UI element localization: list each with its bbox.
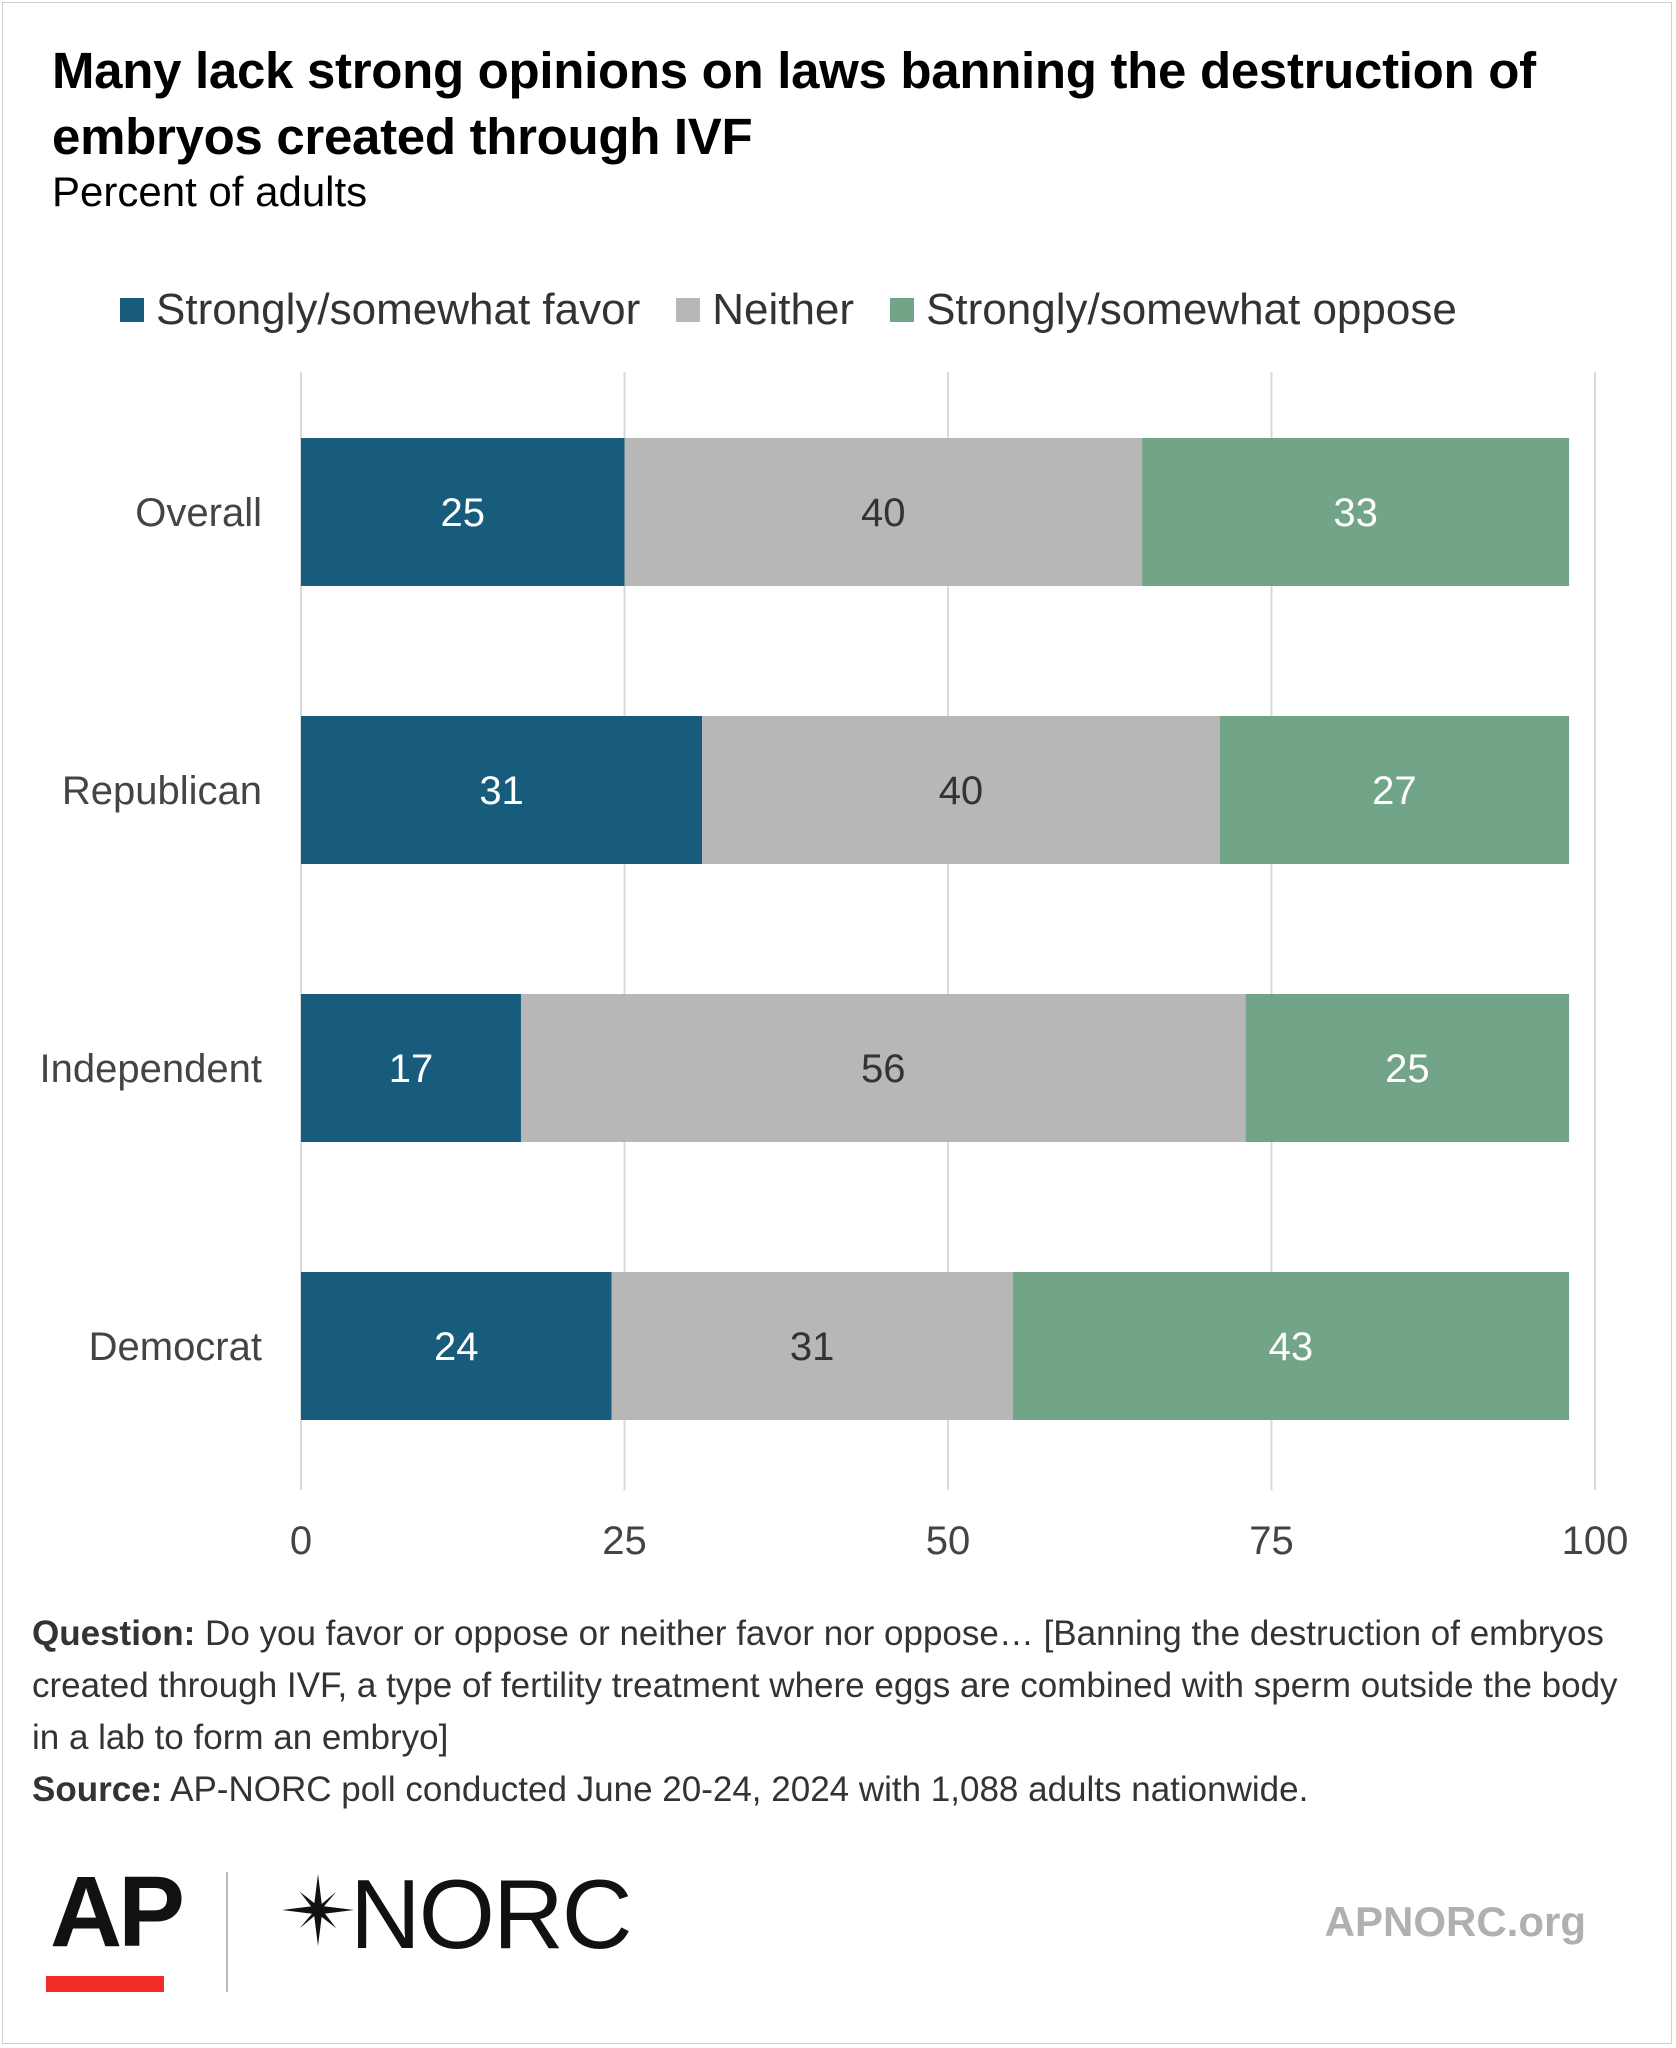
data-label-overall-2: 33	[1333, 491, 1378, 535]
legend-item-oppose: Strongly/somewhat oppose	[890, 285, 1457, 335]
question-note: Question: Do you favor or oppose or neit…	[32, 1608, 1632, 1764]
norc-star-icon	[282, 1874, 354, 1946]
ap-logo-underline	[46, 1976, 164, 1992]
data-label-democrat-0: 24	[434, 1325, 479, 1369]
x-tick-label-0: 0	[290, 1519, 312, 1563]
stacked-bar-chart: 0 25 50 75 100 Overall 25 40 33 Republican 31 40 27 I…	[40, 372, 1629, 1563]
bar-overall-0	[301, 438, 625, 586]
norc-logo: NORC	[350, 1859, 633, 1969]
x-tick-label-100: 100	[1562, 1519, 1629, 1563]
bar-republican-2	[1219, 716, 1570, 864]
chart-title: Many lack strong opinions on laws bannin…	[52, 42, 1536, 165]
bar-overall-1	[624, 438, 1143, 586]
data-label-republican-0: 31	[479, 769, 524, 813]
bar-republican-0	[301, 716, 703, 864]
chart-notes: Question: Do you favor or oppose or neit…	[32, 1608, 1632, 1816]
question-text: Do you favor or oppose or neither favor …	[32, 1614, 1618, 1757]
bar-democrat-2	[1012, 1272, 1570, 1420]
site-link[interactable]: APNORC.org	[1324, 1898, 1586, 1945]
legend-label-favor: Strongly/somewhat favor	[156, 285, 641, 334]
category-label-democrat: Democrat	[89, 1325, 262, 1369]
category-label-independent: Independent	[40, 1047, 262, 1091]
source-note: Source: AP-NORC poll conducted June 20-2…	[32, 1764, 1632, 1816]
legend-item-neither: Neither	[676, 285, 854, 335]
bar-independent-2	[1245, 994, 1570, 1142]
x-tick-label-25: 25	[602, 1519, 647, 1563]
bar-democrat-1	[611, 1272, 1013, 1420]
bar-democrat-0	[301, 1272, 612, 1420]
legend-swatch-favor	[120, 298, 144, 322]
ap-logo: AP	[50, 1856, 185, 1968]
legend-swatch-oppose	[890, 298, 915, 322]
source-label: Source:	[32, 1770, 163, 1809]
x-tick-label-75: 75	[1249, 1519, 1294, 1563]
data-label-independent-0: 17	[389, 1047, 434, 1091]
data-label-independent-2: 25	[1385, 1047, 1430, 1091]
bar-independent-1	[520, 994, 1246, 1142]
source-text: AP-NORC poll conducted June 20-24, 2024 …	[162, 1770, 1309, 1809]
bar-overall-2	[1142, 438, 1570, 586]
bar-republican-1	[702, 716, 1220, 864]
legend: Strongly/somewhat favor Neither Strongly…	[120, 280, 1493, 340]
data-label-independent-1: 56	[861, 1047, 906, 1091]
category-label-republican: Republican	[62, 769, 262, 813]
logo-divider	[226, 1872, 228, 1992]
data-label-overall-0: 25	[441, 491, 486, 535]
category-label-overall: Overall	[135, 491, 262, 535]
legend-swatch-neither	[676, 298, 701, 322]
legend-item-favor: Strongly/somewhat favor	[120, 285, 640, 335]
bar-independent-0	[301, 994, 521, 1142]
data-label-republican-1: 40	[939, 769, 984, 813]
data-label-overall-1: 40	[861, 491, 906, 535]
legend-label-oppose: Strongly/somewhat oppose	[926, 285, 1457, 334]
legend-label-neither: Neither	[712, 285, 855, 334]
x-tick-label-50: 50	[926, 1519, 971, 1563]
data-label-democrat-2: 43	[1269, 1325, 1314, 1369]
chart-subtitle: Percent of adults	[52, 168, 368, 215]
data-label-democrat-1: 31	[790, 1325, 835, 1369]
question-label: Question:	[32, 1614, 196, 1653]
data-label-republican-2: 27	[1372, 769, 1417, 813]
